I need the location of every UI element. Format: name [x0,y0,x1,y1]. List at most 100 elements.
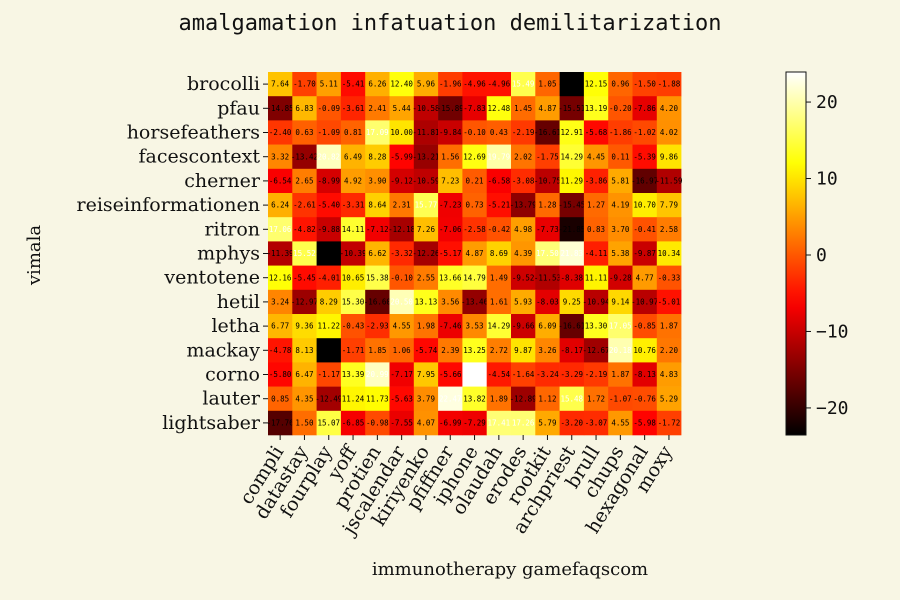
cell-value-label: -10.94 [583,298,611,307]
cell-value-label: -5.21 [488,201,511,210]
heatmap-cell [486,362,512,387]
cell-value-label: -5.74 [415,346,438,355]
cell-value-label: 1.72 [587,394,605,403]
cell-value-label: 1.12 [538,394,556,403]
cell-value-label: -3.07 [585,419,608,428]
cell-value-label: 1.06 [393,346,412,355]
cell-value-label: -3.24 [536,370,559,379]
heatmap-cell [292,168,317,194]
heatmap-cell [583,241,609,266]
cell-value-label: -4.82 [293,225,316,234]
cell-value-label: 9.14 [611,298,630,307]
cell-value-label: 0.63 [295,128,313,137]
heatmap-cell [389,217,415,242]
heatmap-cell [559,265,585,291]
heatmap-cell [438,289,463,315]
heatmap-cell [656,217,682,242]
heatmap-cell [292,193,317,218]
heatmap-cell [486,144,512,170]
cell-value-label: 15.38 [366,273,389,282]
heatmap-cell [316,410,342,436]
heatmap-cell [438,144,463,170]
heatmap-cell [340,193,366,218]
cell-value-label: 11.29 [560,177,583,186]
heatmap-cell [389,314,415,339]
cell-value-label: -5.17 [439,249,462,258]
heatmap-cell [462,72,487,97]
heatmap-cell [608,289,633,315]
heatmap-cell [292,241,317,266]
heatmap-cell [365,289,390,315]
cell-value-label: 9.87 [514,346,532,355]
cell-value-label: -3.61 [342,104,365,113]
heatmap-cell [511,338,536,363]
heatmap-cell [632,168,658,194]
cell-value-label: -9.52 [512,273,535,282]
heatmap-cell [292,96,317,121]
cell-value-label: -12.26 [412,249,440,258]
cell-value-label: 7.26 [417,225,436,234]
cell-value-label: -5.99 [390,152,413,161]
heatmap-cell [511,362,536,387]
colorbar-gradient [785,71,807,436]
cell-value-label: 5.93 [514,298,532,307]
heatmap-cell [413,241,439,266]
cell-value-label: -8.99 [317,177,340,186]
heatmap-cell [535,410,560,436]
heatmap-cell [292,362,317,387]
colorbar-tick-label: −20 [816,398,849,419]
cell-value-label: -0.42 [488,225,511,234]
heatmap-cell [340,96,366,121]
cell-value-label: -7.17 [390,370,413,379]
heatmap-cell [535,362,560,387]
heatmap-cell [656,193,682,218]
cell-value-label: 6.26 [368,80,387,89]
y-tick-label: ventotene [163,267,260,289]
heatmap-cell [462,410,487,436]
cell-value-label: -0.10 [390,273,413,282]
heatmap-cell [583,72,609,97]
heatmap-cell [511,289,536,315]
heatmap-cell [389,265,415,291]
heatmap-cell [608,386,633,412]
heatmap-cell [462,265,487,291]
cell-value-label: 15.77 [415,201,438,210]
heatmap-cell [413,96,439,121]
cell-value-label: 2.02 [514,152,532,161]
heatmap-cell [583,265,609,291]
cell-value-label: 20.50 [390,298,413,307]
heatmap-cell [268,193,293,218]
cell-value-label: 9.86 [660,152,679,161]
heatmap-cell [511,410,536,436]
cell-value-label: 13.66 [439,273,462,282]
heatmap-cell [413,386,439,412]
cell-value-label: -0.33 [658,273,681,282]
heatmap-cell [656,338,682,363]
cell-value-label: -3.31 [342,201,365,210]
heatmap-cell [608,72,633,97]
heatmap-cell [535,193,560,218]
colorbar: 20 10 0 −10 −20 [785,71,849,436]
cell-value-label: 7.23 [441,177,459,186]
cell-value-label: -5.63 [390,394,413,403]
cell-value-label: -5.66 [439,370,462,379]
heatmap-cell [438,362,463,387]
cell-value-label: -5.68 [585,128,608,137]
cell-value-label: 0.81 [344,128,362,137]
cell-value-label: 1.85 [368,346,386,355]
cell-value-label: 21.83 [560,249,583,258]
heatmap-grid: 7.64 -1.70 5.11 -5.41 6.26 12.40 5.96 -1.96 -4.9… [267,72,682,436]
heatmap-cell [511,386,536,412]
heatmap-cell [559,386,585,412]
cell-value-label: -1.64 [512,370,535,379]
heatmap-cell [316,193,342,218]
cell-value-label: 5.11 [320,80,338,89]
y-tick-label: mackay [186,339,260,361]
heatmap-cell [462,168,487,194]
heatmap-cell [656,289,682,315]
colorbar-tick-label: 10 [816,169,838,190]
heatmap-cell [511,314,536,339]
heatmap-cell [438,338,463,363]
cell-value-label: 7.64 [271,80,290,89]
heatmap-cell [340,144,366,170]
